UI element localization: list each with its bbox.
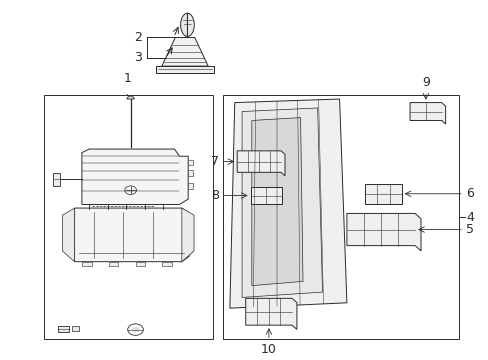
- Text: 5: 5: [466, 223, 473, 236]
- Text: 3: 3: [134, 51, 142, 64]
- Polygon shape: [188, 170, 193, 176]
- Polygon shape: [62, 208, 74, 262]
- Polygon shape: [250, 187, 282, 204]
- Text: 2: 2: [134, 31, 142, 44]
- Circle shape: [131, 327, 139, 333]
- Polygon shape: [229, 99, 346, 308]
- Polygon shape: [251, 118, 303, 285]
- Polygon shape: [81, 262, 91, 266]
- Polygon shape: [346, 213, 420, 251]
- Bar: [222, 95, 458, 338]
- Polygon shape: [188, 183, 193, 189]
- Polygon shape: [245, 298, 296, 329]
- Polygon shape: [365, 184, 401, 204]
- Text: 1: 1: [123, 72, 131, 85]
- Polygon shape: [242, 108, 322, 297]
- Polygon shape: [126, 96, 134, 99]
- Text: 8: 8: [210, 189, 218, 202]
- Polygon shape: [108, 262, 118, 266]
- Polygon shape: [237, 151, 285, 176]
- Bar: [43, 95, 212, 338]
- Polygon shape: [409, 103, 445, 124]
- Text: 10: 10: [261, 343, 276, 356]
- Polygon shape: [72, 327, 79, 332]
- Polygon shape: [182, 208, 194, 262]
- Polygon shape: [53, 173, 60, 186]
- Text: 9: 9: [421, 76, 429, 89]
- Text: 6: 6: [466, 187, 473, 200]
- Polygon shape: [74, 208, 189, 262]
- Polygon shape: [162, 37, 208, 66]
- Polygon shape: [81, 149, 188, 204]
- Polygon shape: [135, 262, 145, 266]
- Text: 4: 4: [466, 211, 473, 224]
- Polygon shape: [58, 326, 69, 332]
- Polygon shape: [180, 13, 194, 36]
- Polygon shape: [162, 262, 172, 266]
- Polygon shape: [156, 66, 214, 73]
- Text: 7: 7: [210, 155, 218, 168]
- Polygon shape: [188, 159, 193, 165]
